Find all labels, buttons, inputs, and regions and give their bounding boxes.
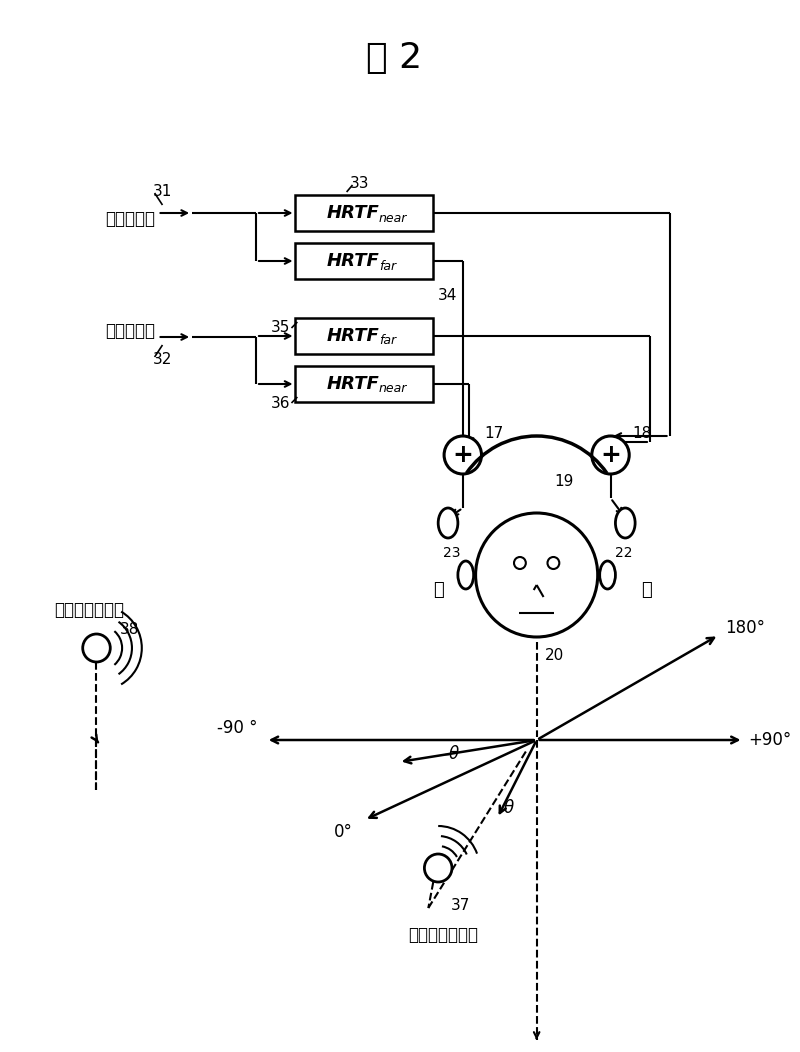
- Text: 17: 17: [485, 425, 504, 441]
- Text: 34: 34: [438, 287, 458, 303]
- Text: -90 °: -90 °: [218, 719, 258, 737]
- Text: 18: 18: [632, 425, 651, 441]
- Text: 37: 37: [451, 897, 470, 912]
- Text: 35: 35: [271, 321, 290, 336]
- Text: HRTF: HRTF: [327, 375, 380, 393]
- Bar: [295, 366, 434, 402]
- Text: HRTF: HRTF: [327, 204, 380, 222]
- Ellipse shape: [458, 561, 474, 589]
- Text: 0°: 0°: [334, 823, 353, 841]
- Text: +: +: [452, 443, 474, 467]
- Text: near: near: [379, 211, 407, 224]
- Text: θ: θ: [504, 800, 514, 817]
- Text: 33: 33: [350, 176, 369, 190]
- Ellipse shape: [600, 561, 615, 589]
- Text: 31: 31: [153, 183, 172, 199]
- Text: 右声道输入: 右声道输入: [105, 322, 155, 340]
- Text: near: near: [379, 383, 407, 396]
- Text: HRTF: HRTF: [327, 252, 380, 270]
- Text: 图 2: 图 2: [366, 41, 422, 75]
- Circle shape: [592, 436, 630, 474]
- Text: 23: 23: [443, 546, 461, 560]
- Text: 22: 22: [615, 546, 633, 560]
- Text: 32: 32: [153, 351, 172, 366]
- Bar: [295, 243, 434, 279]
- Circle shape: [444, 436, 482, 474]
- Text: far: far: [379, 335, 396, 347]
- Text: 虚拟右侧扬声器: 虚拟右侧扬声器: [54, 601, 124, 619]
- Text: 180°: 180°: [725, 619, 765, 638]
- Ellipse shape: [438, 508, 458, 538]
- Circle shape: [476, 513, 598, 638]
- Text: 左: 左: [642, 581, 652, 599]
- Bar: [295, 318, 434, 355]
- Text: HRTF: HRTF: [327, 327, 380, 345]
- Text: 左声道输入: 左声道输入: [105, 210, 155, 228]
- Text: far: far: [379, 260, 396, 272]
- Text: 20: 20: [545, 647, 564, 663]
- Ellipse shape: [615, 508, 635, 538]
- Text: 虚拟左侧扬声器: 虚拟左侧扬声器: [408, 926, 478, 944]
- Text: +: +: [600, 443, 621, 467]
- Text: 36: 36: [271, 396, 290, 410]
- Text: -θ: -θ: [443, 745, 459, 763]
- Text: 右: 右: [433, 581, 443, 599]
- Text: +90°: +90°: [748, 731, 792, 749]
- Circle shape: [425, 854, 452, 882]
- Bar: [295, 195, 434, 231]
- Text: 38: 38: [120, 623, 139, 638]
- Circle shape: [82, 634, 110, 662]
- Text: 19: 19: [554, 473, 574, 488]
